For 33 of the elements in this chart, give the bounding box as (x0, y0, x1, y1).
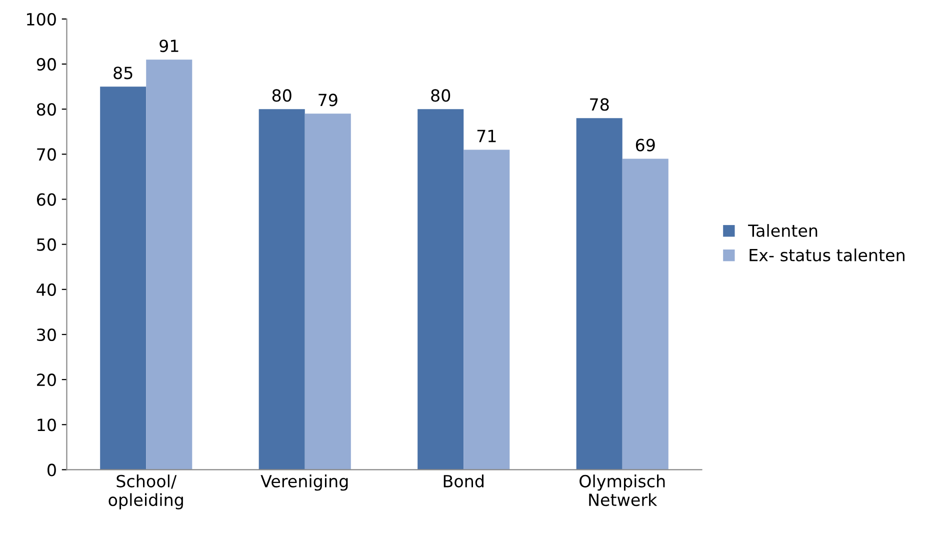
bar (622, 158, 668, 470)
data-label: 78 (590, 98, 609, 111)
y-tick-label: 70 (37, 148, 56, 161)
y-tick-label: 10 (38, 418, 56, 432)
x-tick-label: Vereniging (260, 474, 348, 491)
bar (100, 86, 146, 470)
bar (418, 109, 464, 470)
data-label: 85 (114, 66, 132, 80)
data-label: 69 (636, 138, 655, 152)
x-tick-label: School/ opleiding (108, 474, 183, 510)
legend-label: Talenten (748, 224, 818, 237)
bar (304, 114, 351, 470)
bar (258, 109, 305, 470)
bar (146, 60, 192, 470)
data-label: 80 (272, 89, 292, 102)
legend-label: Ex- status talenten (750, 248, 904, 262)
data-label: 79 (318, 94, 338, 106)
y-tick-label: 40 (36, 283, 56, 296)
data-label: 91 (160, 40, 178, 52)
y-tick-label: 60 (36, 193, 56, 206)
x-tick-label: Olympisch Netwerk (580, 474, 665, 506)
data-label: 80 (431, 89, 450, 102)
data-label: 71 (477, 130, 496, 142)
y-tick-label: 80 (36, 103, 56, 116)
bar (464, 150, 510, 470)
y-tick-label: 50 (37, 238, 56, 251)
y-tick-label: 30 (37, 328, 56, 342)
x-tick-label: Bond (444, 474, 484, 488)
y-tick-label: 20 (37, 374, 56, 386)
y-tick-label: 100 (27, 12, 56, 26)
y-tick-label: 90 (36, 58, 56, 71)
y-tick-label: 0 (48, 464, 56, 476)
bar (576, 118, 622, 470)
